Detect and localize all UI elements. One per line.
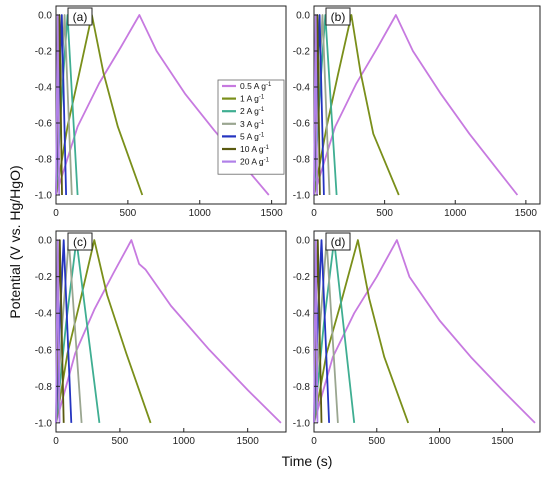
y-tick-label: -1.0 <box>35 191 53 202</box>
panel-2: 0 500 1000 1500 0.0 -0.2 -0.4 -0.6 -0.8 -1.0 (b) <box>293 5 541 219</box>
legend-label-sup: -1 <box>264 145 270 151</box>
y-tick-label: -1.0 <box>293 418 311 429</box>
legend-label-text: 20 A g <box>240 157 264 167</box>
legend-label-sup: -1 <box>264 158 270 164</box>
x-tick-label: 0 <box>311 436 317 447</box>
legend-box <box>217 79 285 175</box>
legend-label: 0.5 A g-1 <box>240 81 272 91</box>
plot-frame <box>313 5 541 205</box>
plot-frame <box>313 230 541 433</box>
series-line-2 <box>55 239 152 424</box>
panel-label: (c) <box>73 235 87 249</box>
series-line-7 <box>313 239 319 423</box>
y-tick-label: -0.4 <box>35 83 53 94</box>
x-tick-label: 1000 <box>428 436 451 447</box>
legend-label: 2 A g-1 <box>240 106 265 116</box>
legend-label-text: 5 A g <box>240 131 259 141</box>
x-axis-label: Time (s) <box>282 453 333 469</box>
legend-label-text: 2 A g <box>240 106 259 116</box>
legend-label-sup: -1 <box>259 95 265 101</box>
panel-label-box <box>67 232 93 251</box>
y-tick-label: -0.4 <box>293 309 311 320</box>
series-line-1 <box>313 14 519 196</box>
legend: 0.5 A g-11 A g-12 A g-13 A g-15 A g-110 … <box>217 79 285 175</box>
legend-label-text: 1 A g <box>240 94 259 104</box>
y-tick-label: 0.0 <box>38 236 52 247</box>
x-tick-label: 0 <box>53 208 59 219</box>
panels: 0 500 1000 1500 0.0 -0.2 -0.4 -0.6 -0.8 -1.0 (a) 0 5… <box>35 5 541 447</box>
legend-label: 20 A g-1 <box>240 157 270 167</box>
x-tick-label: 500 <box>120 208 137 219</box>
y-axis-label: Potential (V vs. Hg/HgO) <box>7 165 23 318</box>
legend-label: 5 A g-1 <box>240 131 265 141</box>
series-line-7 <box>55 14 61 196</box>
x-tick-label: 500 <box>368 436 385 447</box>
y-tick-label: -0.4 <box>35 309 53 320</box>
panel-label-box <box>67 7 93 26</box>
panel-label: (b) <box>331 10 346 24</box>
panel-label: (d) <box>331 235 346 249</box>
series-line-5 <box>55 239 73 423</box>
x-tick-label: 1000 <box>189 208 212 219</box>
legend-label-text: 0.5 A g <box>240 81 266 91</box>
x-tick-label: 0 <box>311 208 317 219</box>
panel-label-box <box>325 232 351 251</box>
y-tick-label: -0.6 <box>293 119 311 130</box>
legend-label: 10 A g-1 <box>240 144 270 154</box>
y-tick-label: 0.0 <box>296 11 310 22</box>
x-tick-label: 1500 <box>261 208 284 219</box>
y-tick-label: -0.2 <box>293 272 311 283</box>
x-tick-label: 500 <box>112 436 129 447</box>
panel-label: (a) <box>73 10 88 24</box>
legend-label: 1 A g-1 <box>240 94 265 104</box>
x-tick-label: 1500 <box>491 436 514 447</box>
x-tick-label: 1000 <box>444 208 467 219</box>
y-tick-label: -0.6 <box>293 345 311 356</box>
legend-label-sup: -1 <box>259 107 265 113</box>
series-line-5 <box>313 239 330 423</box>
series-line-7 <box>55 239 61 423</box>
y-tick-label: -0.8 <box>35 155 53 166</box>
y-tick-label: -1.0 <box>293 191 311 202</box>
legend-label-sup: -1 <box>266 82 272 88</box>
series-line-7 <box>313 14 318 196</box>
panel-4: 0 500 1000 1500 0.0 -0.2 -0.4 -0.6 -0.8 -1.0 (d) <box>293 230 541 447</box>
x-tick-label: 0 <box>53 436 59 447</box>
y-tick-label: -0.2 <box>293 47 311 58</box>
x-tick-label: 1500 <box>515 208 538 219</box>
legend-label-sup: -1 <box>259 120 265 126</box>
x-tick-label: 1500 <box>237 436 260 447</box>
panel-label-box <box>325 7 351 26</box>
legend-label: 3 A g-1 <box>240 119 265 129</box>
y-tick-label: 0.0 <box>296 236 310 247</box>
legend-label-text: 10 A g <box>240 144 264 154</box>
y-tick-label: -0.8 <box>35 382 53 393</box>
x-tick-label: 500 <box>376 208 393 219</box>
y-tick-label: -0.6 <box>35 345 53 356</box>
series-line-1 <box>313 239 536 424</box>
series-line-1 <box>55 239 282 424</box>
y-tick-label: -0.2 <box>35 272 53 283</box>
y-tick-label: -0.8 <box>293 382 311 393</box>
y-tick-label: -0.2 <box>35 47 53 58</box>
y-tick-label: -0.6 <box>35 119 53 130</box>
panel-3: 0 500 1000 1500 0.0 -0.2 -0.4 -0.6 -0.8 -1.0 (c) <box>35 230 287 447</box>
y-tick-label: -0.8 <box>293 155 311 166</box>
legend-label-sup: -1 <box>259 132 265 138</box>
y-tick-label: 0.0 <box>38 11 52 22</box>
x-tick-label: 1000 <box>173 436 196 447</box>
y-tick-label: -1.0 <box>35 418 53 429</box>
legend-label-text: 3 A g <box>240 119 259 129</box>
y-tick-label: -0.4 <box>293 83 311 94</box>
plot-frame <box>55 230 287 433</box>
